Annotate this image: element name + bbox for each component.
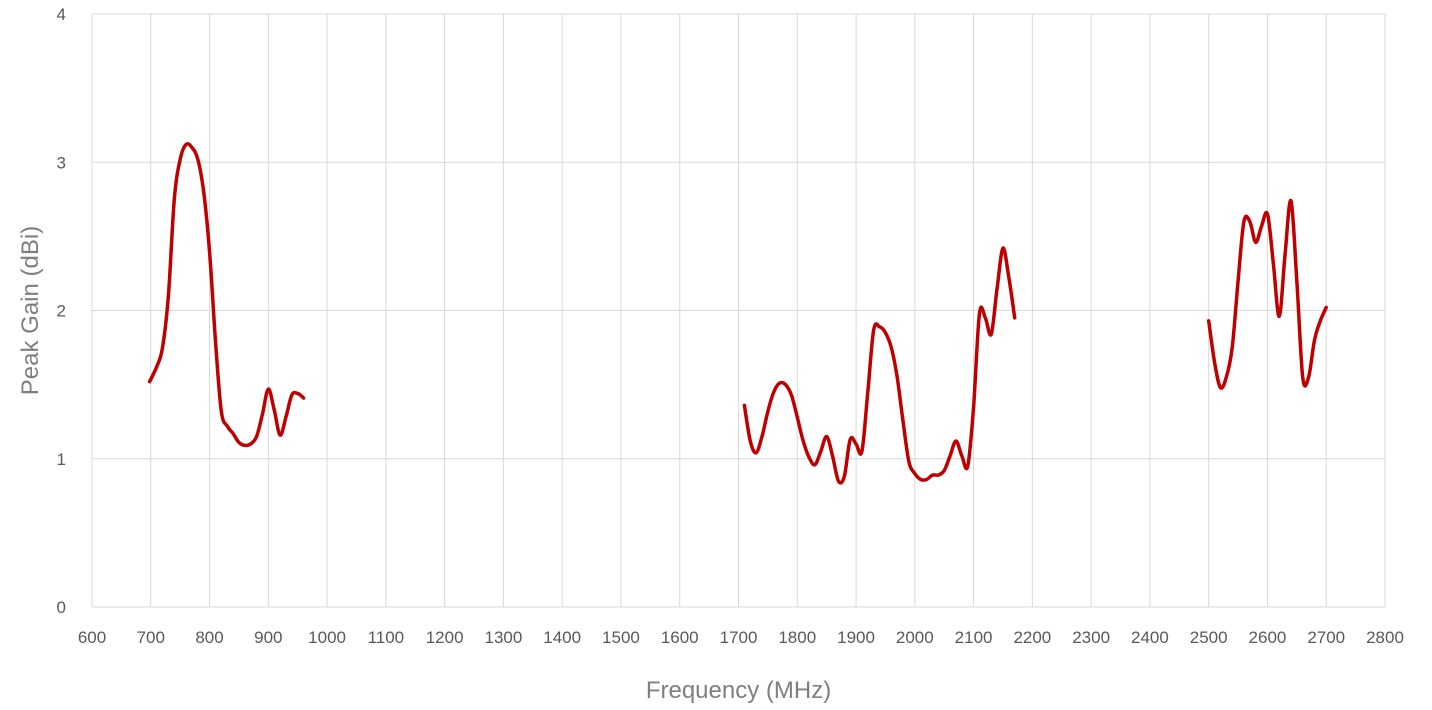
x-tick-label: 2400 [1131,628,1169,647]
x-tick-label: 700 [137,628,165,647]
x-tick-label: 2100 [955,628,993,647]
x-tick-label: 1000 [308,628,346,647]
x-tick-label: 2600 [1249,628,1287,647]
x-tick-label: 600 [78,628,106,647]
x-tick-label: 2700 [1307,628,1345,647]
gain-curve-band-1 [150,144,304,446]
x-tick-label: 2000 [896,628,934,647]
x-tick-label: 1700 [720,628,758,647]
y-tick-label: 4 [57,5,66,24]
x-tick-label: 1500 [602,628,640,647]
y-axis-tick-labels: 0 1 2 3 4 [57,5,66,617]
y-tick-label: 1 [57,450,66,469]
x-tick-label: 1800 [778,628,816,647]
x-tick-label: 900 [254,628,282,647]
x-axis-title: Frequency (MHz) [646,677,831,704]
x-tick-label: 2300 [1072,628,1110,647]
gain-curve-band-2 [744,248,1014,483]
y-tick-label: 0 [57,598,66,617]
x-tick-label: 800 [195,628,223,647]
x-tick-label: 2800 [1366,628,1404,647]
x-tick-label: 1400 [543,628,581,647]
x-tick-label: 1100 [368,628,405,647]
x-tick-label: 1200 [426,628,464,647]
x-tick-label: 1300 [484,628,522,647]
x-tick-label: 1600 [661,628,699,647]
x-tick-label: 2200 [1013,628,1051,647]
y-tick-label: 3 [57,153,66,172]
y-tick-label: 2 [57,302,66,321]
x-tick-label: 1900 [837,628,875,647]
y-axis-title: Peak Gain (dBi) [17,226,44,395]
x-tick-label: 2500 [1190,628,1228,647]
x-axis-tick-labels: 600 700 800 900 1000 1100 1200 1300 1400 1500 1600… [78,628,1404,647]
